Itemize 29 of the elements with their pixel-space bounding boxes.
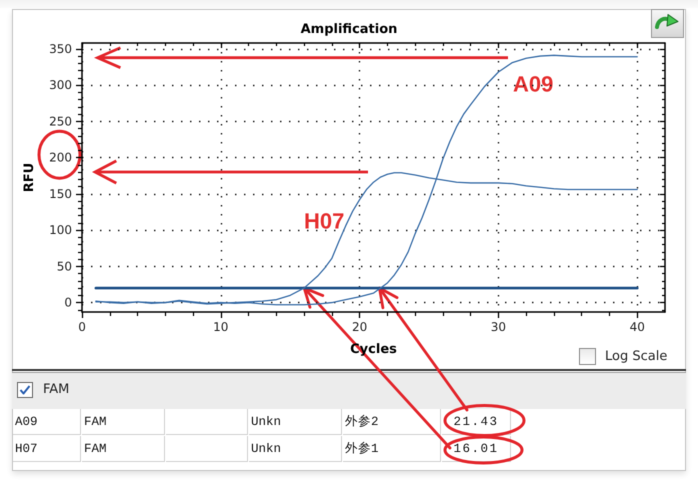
text: Unkn	[249, 436, 342, 462]
text: Unkn	[249, 409, 342, 435]
y-tick-label: 100	[49, 223, 72, 238]
series-label: H07	[304, 208, 344, 234]
text: Log Scale	[605, 349, 668, 365]
y-axis-title: RFU	[22, 162, 37, 192]
text: A09	[13, 409, 81, 435]
text: FAM	[82, 409, 165, 435]
x-tick-label: 40	[630, 320, 645, 334]
x-tick-label: 10	[213, 320, 228, 334]
y-tick-label: 50	[56, 259, 72, 274]
text: H07	[13, 436, 81, 462]
text: FAM	[43, 382, 70, 398]
y-tick-label: 350	[49, 42, 72, 56]
chart-title: Amplification	[300, 22, 398, 37]
series-label: A09	[513, 72, 554, 96]
x-tick-label: 20	[352, 320, 368, 334]
text: 外参1	[343, 436, 441, 462]
annotation: 16.01	[442, 436, 511, 462]
y-tick-label: 200	[49, 150, 72, 165]
x-tick-label: 30	[490, 320, 506, 334]
text: 外参2	[343, 409, 441, 435]
text: FAM	[82, 436, 165, 462]
annotation: 21.43	[442, 409, 511, 435]
x-tick-label: 0	[78, 320, 86, 334]
y-tick-label: 150	[49, 186, 72, 201]
y-tick-label: 300	[49, 78, 72, 92]
y-tick-label: 0	[64, 296, 72, 310]
y-tick-label: 250	[49, 114, 72, 128]
